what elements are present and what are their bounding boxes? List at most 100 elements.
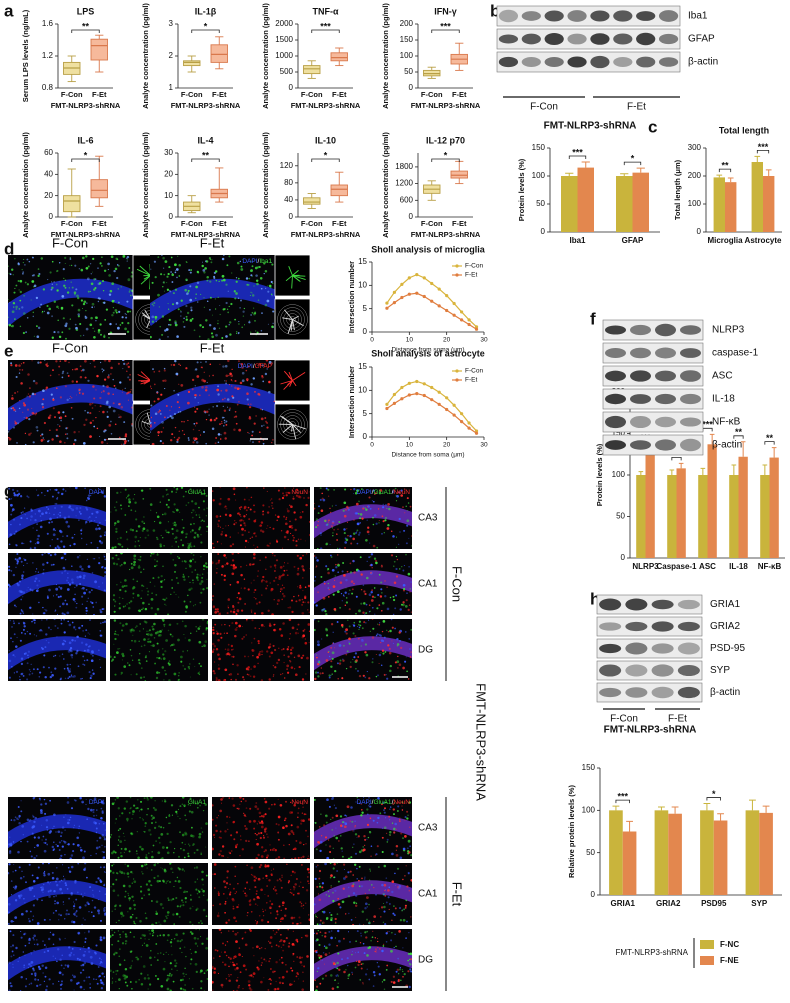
blot-band — [625, 622, 647, 631]
cell-dot — [38, 327, 40, 329]
cell-dot — [198, 836, 201, 839]
cell-dot — [39, 306, 41, 308]
cell-dot — [195, 368, 197, 370]
stain-part: GluA1 — [188, 489, 206, 496]
cell-dot — [360, 513, 363, 516]
cell-dot — [154, 637, 155, 638]
cell-dot — [130, 509, 132, 511]
cell-dot — [391, 554, 393, 556]
cell-dot — [230, 584, 232, 586]
cell-dot — [360, 603, 362, 605]
cell-dot — [248, 674, 250, 676]
cell-dot — [12, 871, 13, 872]
cell-dot — [61, 619, 63, 621]
cell-dot — [350, 489, 351, 490]
cell-dot — [299, 886, 300, 887]
cell-dot — [252, 564, 254, 566]
cell-dot — [253, 820, 256, 823]
cell-dot — [256, 280, 258, 282]
point — [415, 392, 418, 395]
cell-dot — [146, 633, 148, 635]
cell-dot — [249, 889, 250, 890]
cell-dot — [244, 324, 245, 325]
cell-dot — [334, 670, 336, 672]
cell-dot — [133, 579, 135, 581]
blot-band — [636, 33, 655, 45]
band-label: GFAP — [688, 34, 715, 45]
cell-dot — [94, 287, 96, 289]
cell-dot — [172, 522, 174, 524]
cell-dot — [71, 407, 73, 409]
cell-dot — [126, 818, 129, 821]
cell-dot — [349, 589, 351, 591]
cell-dot — [328, 521, 329, 522]
cell-dot — [44, 359, 46, 361]
cell-dot — [255, 330, 256, 331]
cell-dot — [377, 633, 379, 635]
cell-dot — [210, 261, 212, 263]
cell-dot — [42, 572, 44, 574]
cell-dot — [42, 406, 44, 408]
cell-dot — [185, 279, 188, 282]
cell-dot — [33, 257, 34, 258]
cell-dot — [162, 648, 164, 650]
cell-dot — [183, 326, 185, 328]
cell-dot — [65, 884, 67, 886]
cell-dot — [360, 625, 362, 627]
cell-dot — [205, 389, 207, 391]
cell-dot — [11, 819, 13, 821]
cell-dot — [391, 531, 393, 533]
cell-dot — [107, 392, 109, 394]
cell-dot — [202, 588, 204, 590]
cell-dot — [127, 310, 129, 312]
cell-dot — [198, 402, 199, 403]
cell-dot — [244, 814, 246, 816]
cell-dot — [125, 605, 126, 606]
cell-dot — [89, 671, 91, 673]
cell-dot — [152, 552, 155, 555]
cell-dot — [113, 644, 114, 645]
cell-dot — [65, 569, 67, 571]
bar — [700, 810, 714, 895]
cell-dot — [250, 269, 253, 272]
x-tick-label: F-Et — [92, 219, 107, 228]
cell-dot — [97, 428, 99, 430]
cell-dot — [261, 288, 263, 290]
cell-dot — [387, 608, 390, 611]
cell-dot — [332, 829, 333, 830]
cell-dot — [121, 629, 123, 631]
cell-dot — [380, 595, 382, 597]
cell-dot — [119, 828, 121, 830]
cell-dot — [258, 642, 260, 644]
cell-dot — [179, 407, 181, 409]
x-tick-label: F-Et — [332, 90, 347, 99]
y-tick-label: 100 — [532, 171, 546, 180]
cell-dot — [153, 807, 155, 809]
cell-dot — [376, 547, 378, 549]
cell-dot — [139, 545, 140, 546]
cell-dot — [146, 883, 148, 885]
x-axis-label: FMT-NLRP3-shRNA — [51, 101, 121, 110]
cell-dot — [162, 442, 164, 444]
cell-dot — [146, 529, 149, 532]
cell-dot — [284, 487, 286, 489]
cell-dot — [379, 663, 380, 664]
blot-band — [499, 57, 518, 67]
cell-dot — [73, 843, 75, 845]
point — [460, 318, 463, 321]
cell-dot — [267, 836, 269, 838]
cell-dot — [14, 318, 16, 320]
cell-dot — [61, 832, 63, 834]
cell-dot — [271, 294, 273, 296]
chart-title: Sholl analysis of microglia — [371, 244, 486, 254]
cell-dot — [178, 275, 180, 277]
cell-dot — [34, 413, 36, 415]
cell-dot — [263, 816, 265, 818]
cell-dot — [397, 810, 399, 812]
cell-dot — [291, 599, 293, 601]
cell-dot — [121, 508, 123, 510]
cell-dot — [178, 411, 180, 413]
cell-dot — [92, 900, 94, 902]
cell-dot — [145, 822, 147, 824]
cell-dot — [174, 437, 175, 438]
